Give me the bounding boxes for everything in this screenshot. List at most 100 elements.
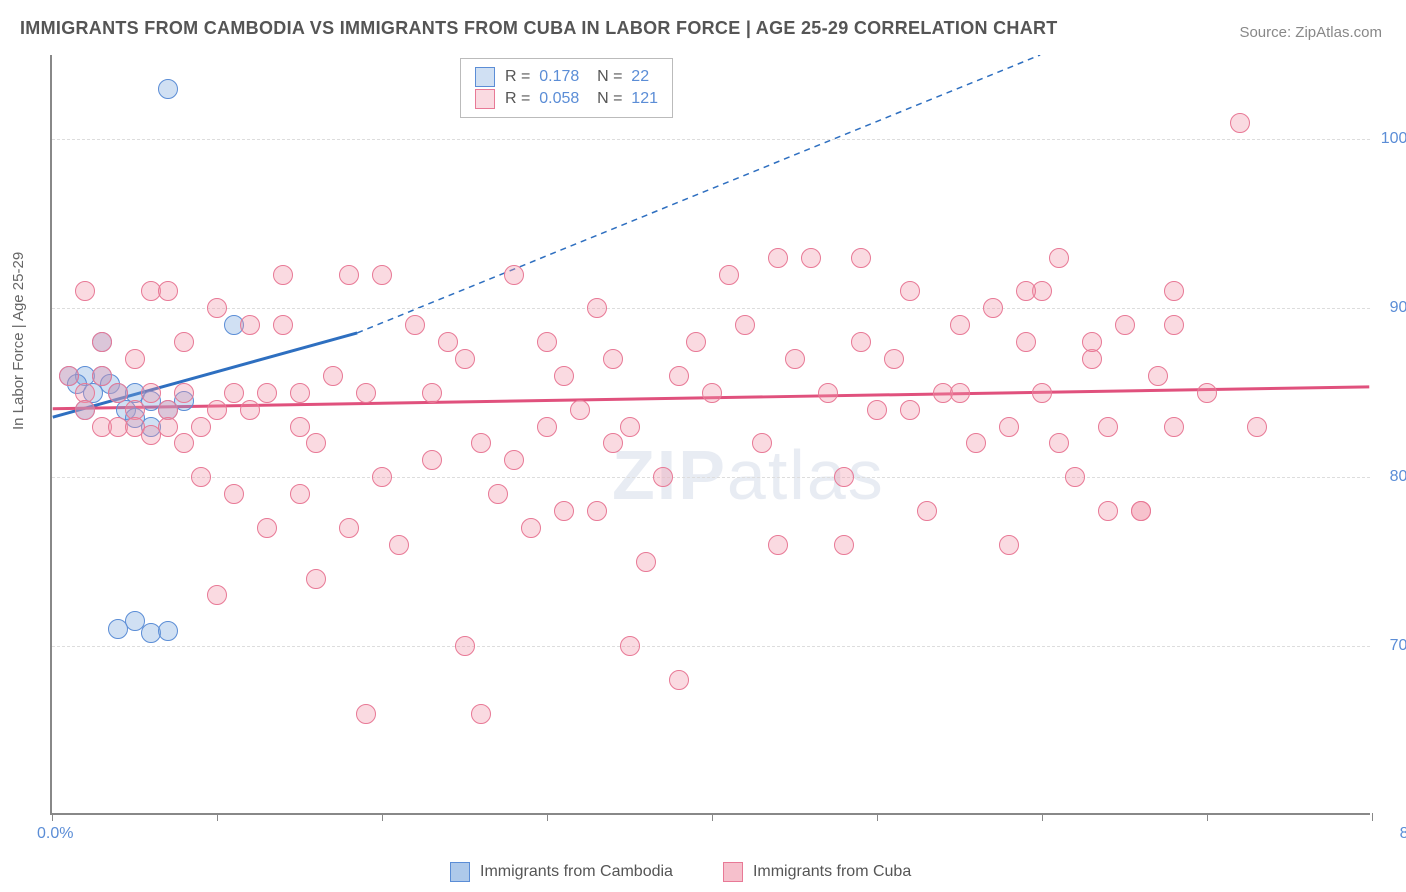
point-cuba xyxy=(141,383,161,403)
point-cuba xyxy=(983,298,1003,318)
point-cuba xyxy=(834,467,854,487)
point-cuba xyxy=(158,281,178,301)
point-cuba xyxy=(75,281,95,301)
point-cuba xyxy=(59,366,79,386)
point-cuba xyxy=(554,501,574,521)
point-cuba xyxy=(306,433,326,453)
point-cuba xyxy=(669,366,689,386)
legend-swatch xyxy=(475,89,495,109)
point-cuba xyxy=(1098,501,1118,521)
chart-plot-area: ZIPatlas 0.0% 80.0% 70.0%80.0%90.0%100.0… xyxy=(50,55,1370,815)
point-cuba xyxy=(240,400,260,420)
stats-legend-row: R = 0.058 N = 121 xyxy=(475,89,658,109)
point-cuba xyxy=(455,636,475,656)
point-cuba xyxy=(471,433,491,453)
point-cuba xyxy=(207,400,227,420)
point-cuba xyxy=(1049,248,1069,268)
series-legend-item: Immigrants from Cambodia xyxy=(450,862,673,882)
point-cuba xyxy=(488,484,508,504)
point-cuba xyxy=(851,332,871,352)
point-cuba xyxy=(900,400,920,420)
point-cuba xyxy=(290,484,310,504)
point-cuba xyxy=(719,265,739,285)
point-cuba xyxy=(389,535,409,555)
point-cuba xyxy=(174,433,194,453)
point-cuba xyxy=(752,433,772,453)
point-cuba xyxy=(1082,332,1102,352)
series-legend-label: Immigrants from Cambodia xyxy=(480,863,673,881)
point-cuba xyxy=(108,383,128,403)
point-cuba xyxy=(273,315,293,335)
point-cuba xyxy=(75,400,95,420)
point-cuba xyxy=(587,501,607,521)
point-cuba xyxy=(339,265,359,285)
point-cuba xyxy=(950,315,970,335)
point-cuba xyxy=(554,366,574,386)
point-cuba xyxy=(1197,383,1217,403)
point-cuba xyxy=(851,248,871,268)
x-axis-min-label: 0.0% xyxy=(37,825,73,843)
point-cuba xyxy=(240,315,260,335)
point-cuba xyxy=(257,518,277,538)
point-cuba xyxy=(999,535,1019,555)
stats-legend: R = 0.178 N = 22R = 0.058 N = 121 xyxy=(460,58,673,118)
point-cuba xyxy=(339,518,359,538)
point-cuba xyxy=(438,332,458,352)
gridline-h xyxy=(52,139,1370,140)
point-cuba xyxy=(224,383,244,403)
x-axis-max-label: 80.0% xyxy=(1400,825,1406,843)
point-cuba xyxy=(504,265,524,285)
x-tick xyxy=(712,813,713,821)
point-cuba xyxy=(273,265,293,285)
y-axis-label: In Labor Force | Age 25-29 xyxy=(10,252,27,430)
point-cuba xyxy=(504,450,524,470)
point-cuba xyxy=(867,400,887,420)
point-cuba xyxy=(1065,467,1085,487)
point-cuba xyxy=(702,383,722,403)
point-cuba xyxy=(422,450,442,470)
point-cuba xyxy=(570,400,590,420)
point-cuba xyxy=(801,248,821,268)
point-cuba xyxy=(1164,417,1184,437)
point-cuba xyxy=(1032,383,1052,403)
x-tick xyxy=(547,813,548,821)
point-cuba xyxy=(1164,315,1184,335)
point-cuba xyxy=(306,569,326,589)
y-tick-label: 70.0% xyxy=(1390,637,1406,655)
gridline-h xyxy=(52,308,1370,309)
x-tick xyxy=(1207,813,1208,821)
point-cuba xyxy=(537,417,557,437)
point-cuba xyxy=(356,704,376,724)
point-cuba xyxy=(768,248,788,268)
point-cuba xyxy=(356,383,376,403)
point-cuba xyxy=(372,265,392,285)
point-cuba xyxy=(1230,113,1250,133)
point-cambodia xyxy=(158,621,178,641)
point-cuba xyxy=(1115,315,1135,335)
point-cuba xyxy=(999,417,1019,437)
point-cuba xyxy=(521,518,541,538)
point-cuba xyxy=(686,332,706,352)
x-tick xyxy=(1042,813,1043,821)
point-cuba xyxy=(191,467,211,487)
point-cuba xyxy=(372,467,392,487)
gridline-h xyxy=(52,646,1370,647)
point-cuba xyxy=(158,417,178,437)
point-cuba xyxy=(405,315,425,335)
point-cambodia xyxy=(108,619,128,639)
source-label: Source: ZipAtlas.com xyxy=(1239,24,1382,41)
point-cuba xyxy=(818,383,838,403)
point-cuba xyxy=(917,501,937,521)
point-cuba xyxy=(884,349,904,369)
point-cuba xyxy=(900,281,920,301)
series-legend-label: Immigrants from Cuba xyxy=(753,863,911,881)
point-cuba xyxy=(207,298,227,318)
point-cuba xyxy=(620,417,640,437)
point-cuba xyxy=(422,383,442,403)
point-cuba xyxy=(1016,281,1036,301)
stats-legend-row: R = 0.178 N = 22 xyxy=(475,67,658,87)
point-cuba xyxy=(653,467,673,487)
point-cuba xyxy=(92,332,112,352)
point-cuba xyxy=(1049,433,1069,453)
point-cuba xyxy=(207,585,227,605)
